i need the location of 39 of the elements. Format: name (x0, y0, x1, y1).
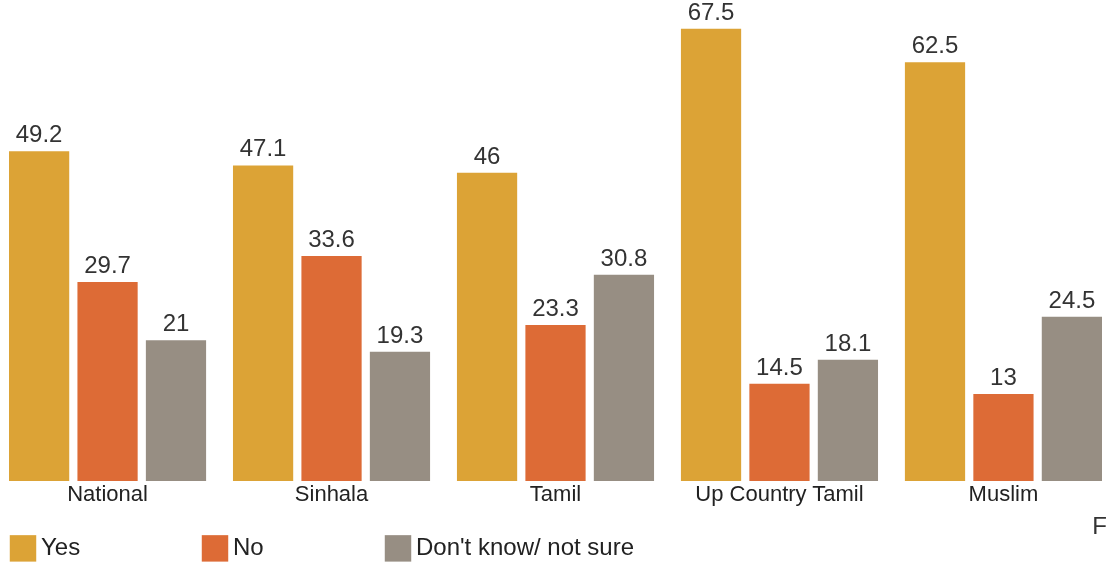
bar (145, 340, 207, 481)
text: F (1092, 512, 1106, 539)
data-label: 14.5 (756, 352, 803, 380)
data-label: 21 (162, 309, 190, 337)
bar (749, 383, 810, 481)
data-label: 29.7 (84, 251, 131, 279)
data-label: 13 (990, 362, 1017, 390)
bar (9, 151, 70, 481)
bar (904, 62, 966, 481)
data-label: 33.6 (308, 224, 355, 252)
bar (680, 28, 742, 481)
bar (77, 282, 138, 481)
bar (525, 324, 586, 481)
bar (973, 393, 1034, 481)
data-label: 62.5 (911, 31, 959, 59)
data-label: 47.1 (239, 134, 287, 162)
legend-label: Don't know/ not sure (416, 533, 635, 561)
x-tick-label: Up Country Tamil (695, 480, 864, 506)
data-label: 19.3 (376, 320, 424, 348)
x-tick-label: Muslim (968, 480, 1039, 506)
legend-label: Yes (41, 533, 81, 561)
bar (456, 172, 518, 481)
data-label: 67.5 (687, 0, 735, 25)
bar (232, 165, 294, 481)
bar (301, 255, 362, 481)
bar (369, 351, 431, 481)
x-tick-label: National (67, 480, 148, 506)
bar (817, 359, 879, 481)
data-label: 18.1 (824, 328, 872, 356)
x-tick-label: Sinhala (294, 480, 369, 506)
data-label: 30.8 (600, 243, 648, 271)
bar (1041, 316, 1102, 481)
bar (593, 274, 655, 481)
legend-label: No (233, 533, 264, 561)
x-tick-label: Tamil (529, 480, 582, 506)
data-label: 24.5 (1048, 285, 1096, 313)
data-label: 49.2 (15, 120, 63, 148)
data-label: 23.3 (532, 293, 579, 321)
data-label: 46 (473, 141, 501, 169)
